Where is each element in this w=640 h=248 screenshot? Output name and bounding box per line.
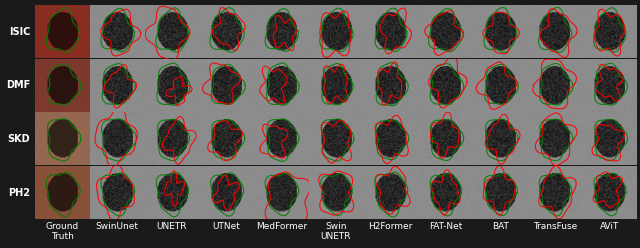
Text: ISIC: ISIC xyxy=(9,27,30,37)
Text: PH2: PH2 xyxy=(8,188,30,198)
Text: SwinUnet: SwinUnet xyxy=(96,222,139,231)
Text: DMF: DMF xyxy=(6,80,30,91)
Text: UTNet: UTNet xyxy=(212,222,241,231)
Text: BAT: BAT xyxy=(492,222,509,231)
Text: UNETR: UNETR xyxy=(157,222,187,231)
Text: Swin
UNETR: Swin UNETR xyxy=(321,222,351,241)
Text: H2Former: H2Former xyxy=(369,222,413,231)
Text: TransFuse: TransFuse xyxy=(532,222,577,231)
Text: Ground
Truth: Ground Truth xyxy=(46,222,79,241)
Text: FAT-Net: FAT-Net xyxy=(429,222,462,231)
Text: SKD: SKD xyxy=(8,134,30,144)
Text: AViT: AViT xyxy=(600,222,619,231)
Text: MedFormer: MedFormer xyxy=(256,222,307,231)
